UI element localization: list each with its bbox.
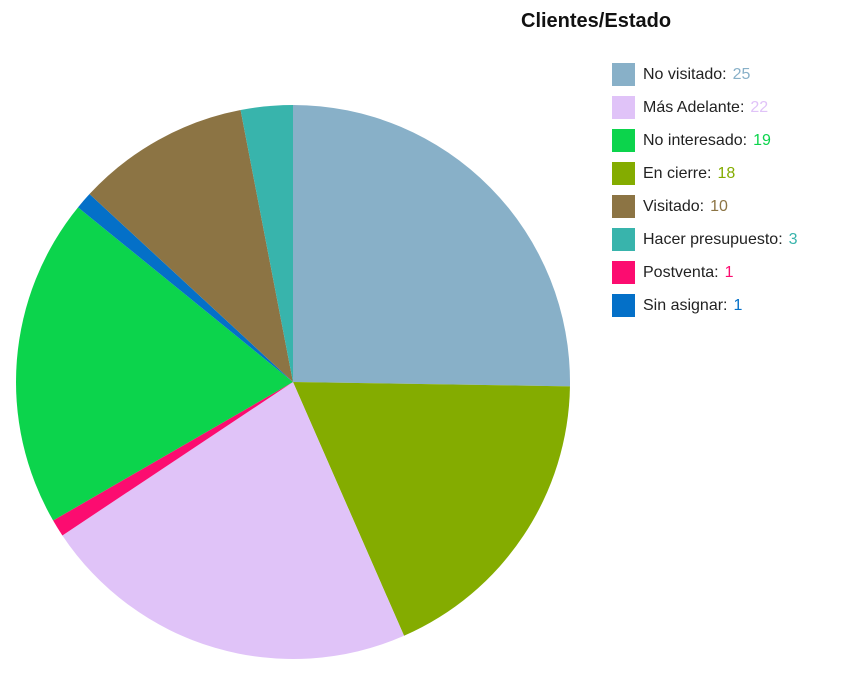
legend-label: Sin asignar: [643, 296, 728, 314]
legend-swatch [612, 294, 635, 317]
legend-label: No interesado: [643, 131, 748, 149]
pie-slice-visitado [89, 110, 294, 382]
legend-value: 10 [710, 197, 728, 215]
legend-item: No interesado: 19 [612, 124, 798, 157]
legend-label: No visitado: [643, 65, 727, 83]
legend-value: 25 [732, 65, 751, 83]
legend-swatch [612, 228, 635, 251]
chart-title: Clientes/Estado [521, 10, 672, 32]
legend-item: En cierre: 18 [612, 157, 798, 190]
pie-slice-no-visitado [293, 105, 571, 387]
pie-chart [16, 105, 571, 659]
pie-slice-no-interesado [16, 207, 293, 521]
pie-slice-en-cierre [293, 382, 570, 636]
legend-label: Postventa: [643, 263, 719, 281]
legend-value: 1 [733, 296, 743, 314]
legend: No visitado: 25 Más Adelante: 22 No interesa… [612, 58, 798, 322]
legend-item: Visitado: 10 [612, 190, 798, 223]
pie-slice-sin-asignar [78, 194, 293, 382]
pie-slice-hacer-presupuesto [240, 105, 293, 382]
legend-item: Hacer presupuesto: 3 [612, 223, 798, 256]
legend-item: Sin asignar: 1 [612, 289, 798, 322]
legend-label: Hacer presupuesto: [643, 230, 783, 248]
pie-slice-postventa [53, 382, 293, 536]
legend-label: Más Adelante: [643, 98, 745, 116]
legend-swatch [612, 63, 635, 86]
legend-value: 19 [753, 131, 771, 149]
legend-value: 22 [750, 98, 769, 116]
legend-swatch [612, 96, 635, 119]
legend-swatch [612, 195, 635, 218]
legend-swatch [612, 162, 635, 185]
pie-slice-más-adelante [62, 382, 405, 659]
legend-value: 18 [717, 164, 736, 182]
legend-swatch [612, 129, 635, 152]
legend-label: Visitado: [643, 197, 705, 215]
legend-swatch [612, 261, 635, 284]
legend-item: Postventa: 1 [612, 256, 798, 289]
legend-value: 1 [724, 263, 734, 281]
legend-value: 3 [788, 230, 798, 248]
legend-item: Más Adelante: 22 [612, 91, 798, 124]
legend-item: No visitado: 25 [612, 58, 798, 91]
legend-label: En cierre: [643, 164, 712, 182]
